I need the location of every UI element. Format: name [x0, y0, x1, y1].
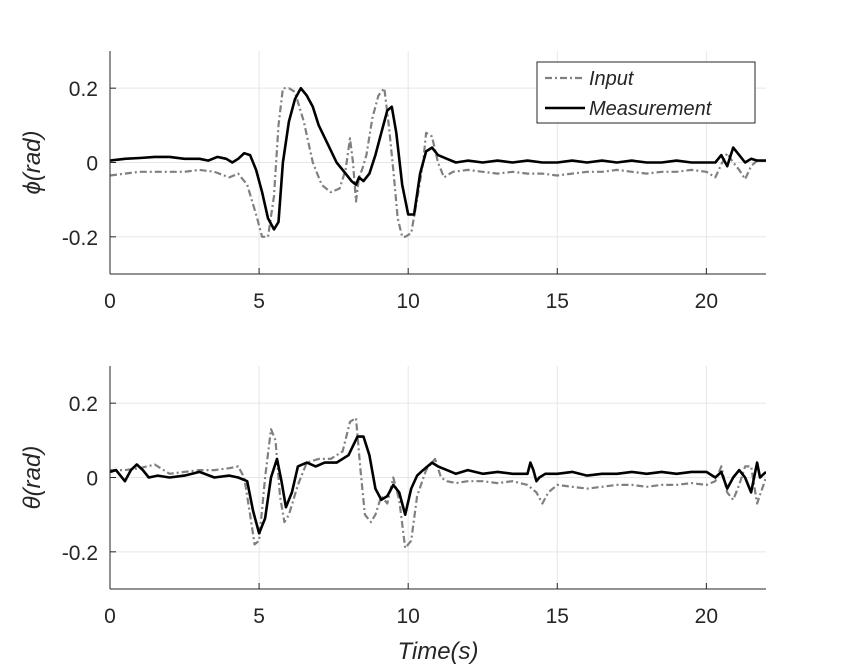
y-tick-label: 0 [86, 468, 98, 491]
legend-box [536, 61, 756, 124]
x-tick-label: 20 [695, 605, 718, 628]
phi-subplot: 0 5 10 15 20 0.2 0 -0.2 ϕ(rad) Input Measurement [19, 51, 766, 313]
theta-subplot: 0 5 10 15 20 0.2 0 -0.2 θ(rad) Time(s) [19, 366, 766, 665]
y-tick-label: 0.2 [69, 393, 98, 416]
measurement-series-line [110, 86, 766, 231]
y-tick-label: 0 [86, 153, 98, 176]
y-axis-label: ϕ(rad) [19, 130, 46, 194]
x-tick-label: 5 [253, 290, 265, 313]
y-axis-label: θ(rad) [19, 446, 46, 510]
x-tick-label: 0 [104, 290, 116, 313]
x-tick-label: 20 [695, 290, 718, 313]
x-axis-label: Time(s) [397, 638, 478, 665]
x-tick-label: 10 [397, 290, 420, 313]
legend-label: Measurement [589, 98, 713, 120]
input-series-line [110, 87, 766, 238]
y-tick-label: -0.2 [62, 227, 98, 250]
x-tick-label: 0 [104, 605, 116, 628]
measurement-series-line [110, 435, 766, 535]
x-tick-label: 15 [546, 290, 569, 313]
x-tick-label: 10 [397, 605, 420, 628]
y-tick-label: -0.2 [62, 542, 98, 565]
legend-label: Input [589, 68, 635, 90]
input-series-line [110, 416, 766, 550]
legend: Input Measurement [536, 61, 756, 124]
x-tick-label: 5 [253, 605, 265, 628]
x-tick-label: 15 [546, 605, 569, 628]
y-tick-label: 0.2 [69, 78, 98, 101]
